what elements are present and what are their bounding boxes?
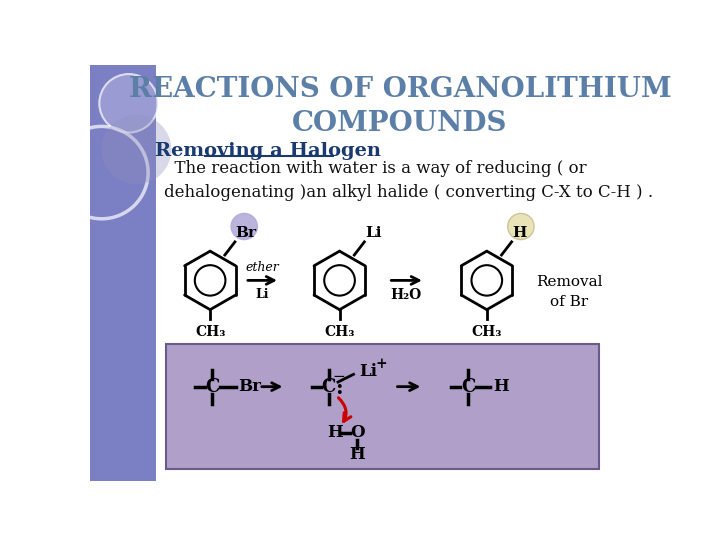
Text: Removal
of Br: Removal of Br [536,275,602,309]
Text: Br: Br [238,378,261,395]
Circle shape [102,115,171,184]
Text: Removing a Halogen: Removing a Halogen [156,142,382,160]
Text: H₂O: H₂O [390,288,422,302]
Text: Li: Li [365,226,382,240]
Circle shape [231,213,258,240]
Text: H: H [327,424,343,441]
Text: REACTIONS OF ORGANOLITHIUM
COMPOUNDS: REACTIONS OF ORGANOLITHIUM COMPOUNDS [129,76,671,137]
Bar [90,65,156,481]
Text: Li: Li [256,288,269,301]
Text: CH₃: CH₃ [325,325,355,339]
Circle shape [508,213,534,240]
Text: H: H [513,226,527,240]
Text: C: C [205,377,220,396]
Text: H: H [349,446,365,463]
FancyArrowPatch shape [338,398,351,421]
Text: C: C [461,377,475,396]
Text: ether: ether [246,261,279,274]
Circle shape [99,74,158,132]
Text: −: − [333,370,346,384]
Text: O: O [350,424,365,441]
Text: H: H [493,378,509,395]
Text: +: + [375,356,387,370]
FancyBboxPatch shape [166,345,599,469]
Text: CH₃: CH₃ [472,325,502,339]
Text: Li: Li [360,363,378,380]
Text: CH₃: CH₃ [195,325,225,339]
Text: The reaction with water is a way of reducing ( or
dehalogenating )an alkyl halid: The reaction with water is a way of redu… [163,160,653,201]
Text: C: C [322,377,336,396]
Text: :: : [335,378,343,398]
Text: Br: Br [235,226,257,240]
